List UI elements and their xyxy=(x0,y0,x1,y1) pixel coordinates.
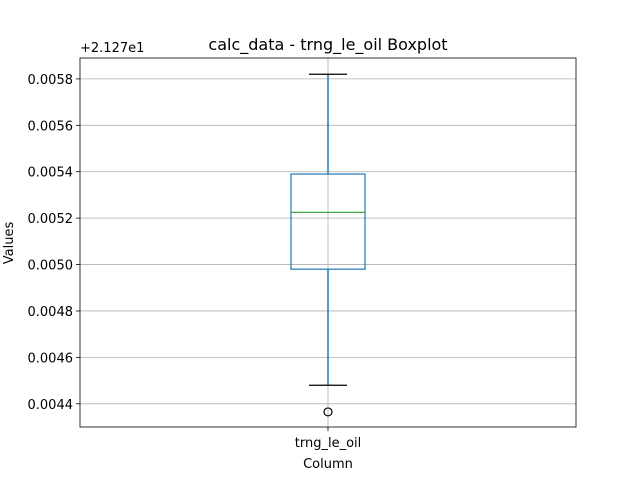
plot-frame xyxy=(79,57,577,428)
y-tick-label: 0.0046 xyxy=(28,351,74,366)
x-axis-ticks: trng_le_oil xyxy=(295,427,362,451)
y-axis-offset-label: +2.127e1 xyxy=(80,41,144,56)
y-tick-label: 0.0048 xyxy=(28,305,74,320)
y-tick-label: 0.0054 xyxy=(28,166,74,181)
y-tick-label: 0.0050 xyxy=(28,259,74,274)
y-tick-label: 0.0058 xyxy=(28,73,74,88)
y-axis-label: Values xyxy=(2,222,17,265)
outlier-point xyxy=(323,407,333,417)
x-tick-label: trng_le_oil xyxy=(295,436,362,451)
chart-title: calc_data - trng_le_oil Boxplot xyxy=(208,35,447,55)
x-axis-label: Column xyxy=(303,457,353,472)
y-tick-label: 0.0052 xyxy=(28,212,74,227)
box-layer xyxy=(290,73,366,417)
y-axis-ticks: 0.0044 0.0046 0.0048 0.0050 0.0052 0.0054 0.00… xyxy=(28,73,80,413)
y-tick-label: 0.0044 xyxy=(28,398,74,413)
y-tick-label: 0.0056 xyxy=(28,119,74,134)
iqr-box xyxy=(290,173,366,270)
